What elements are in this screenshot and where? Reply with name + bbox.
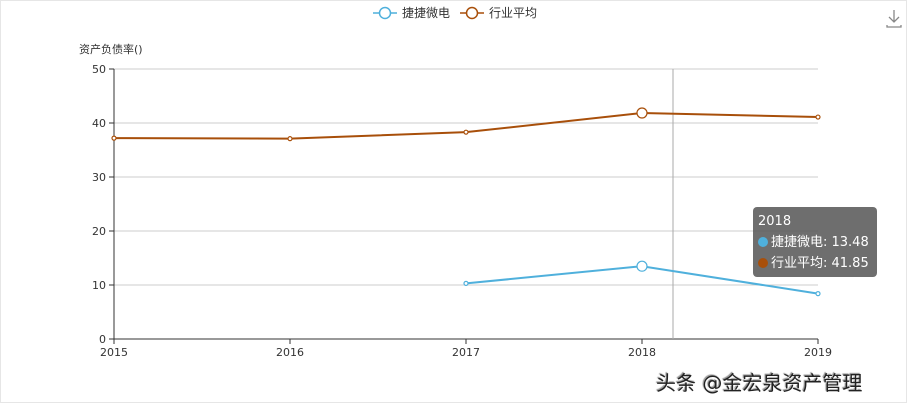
x-tick-label: 2018 — [628, 346, 656, 359]
legend-label: 捷捷微电 — [402, 6, 450, 20]
data-point — [463, 280, 469, 286]
legend-marker-icon — [378, 6, 392, 20]
data-point — [815, 114, 821, 120]
y-tick-label: 30 — [92, 171, 106, 184]
y-tick-label: 20 — [92, 225, 106, 238]
y-tick-label: 40 — [92, 117, 106, 130]
tooltip: 2018 捷捷微电: 13.48 行业平均: 41.85 — [753, 207, 877, 277]
watermark: 头条 @金宏泉资产管理 — [656, 371, 863, 395]
data-point — [287, 136, 293, 142]
tooltip-row: 捷捷微电: 13.48 — [758, 232, 872, 253]
x-tick-label: 2015 — [100, 346, 128, 359]
data-point — [111, 135, 117, 141]
y-axis-label: 资产负债率() — [79, 42, 143, 56]
y-tick-label: 0 — [99, 333, 106, 346]
data-point — [636, 260, 648, 272]
series-dot-icon — [758, 237, 768, 247]
legend-marker-icon — [465, 6, 479, 20]
x-tick-label: 2019 — [804, 346, 832, 359]
y-tick-label: 50 — [92, 63, 106, 76]
data-point — [636, 107, 648, 119]
tooltip-row: 行业平均: 41.85 — [758, 253, 872, 274]
legend-label: 行业平均 — [489, 6, 537, 20]
x-tick-label: 2017 — [452, 346, 480, 359]
y-tick-label: 10 — [92, 279, 106, 292]
x-tick-label: 2016 — [276, 346, 304, 359]
data-point — [815, 291, 821, 297]
data-point — [463, 129, 469, 135]
tooltip-title: 2018 — [758, 214, 792, 229]
series-line — [113, 112, 819, 140]
series-dot-icon — [758, 258, 768, 268]
download-icon[interactable] — [886, 10, 902, 28]
